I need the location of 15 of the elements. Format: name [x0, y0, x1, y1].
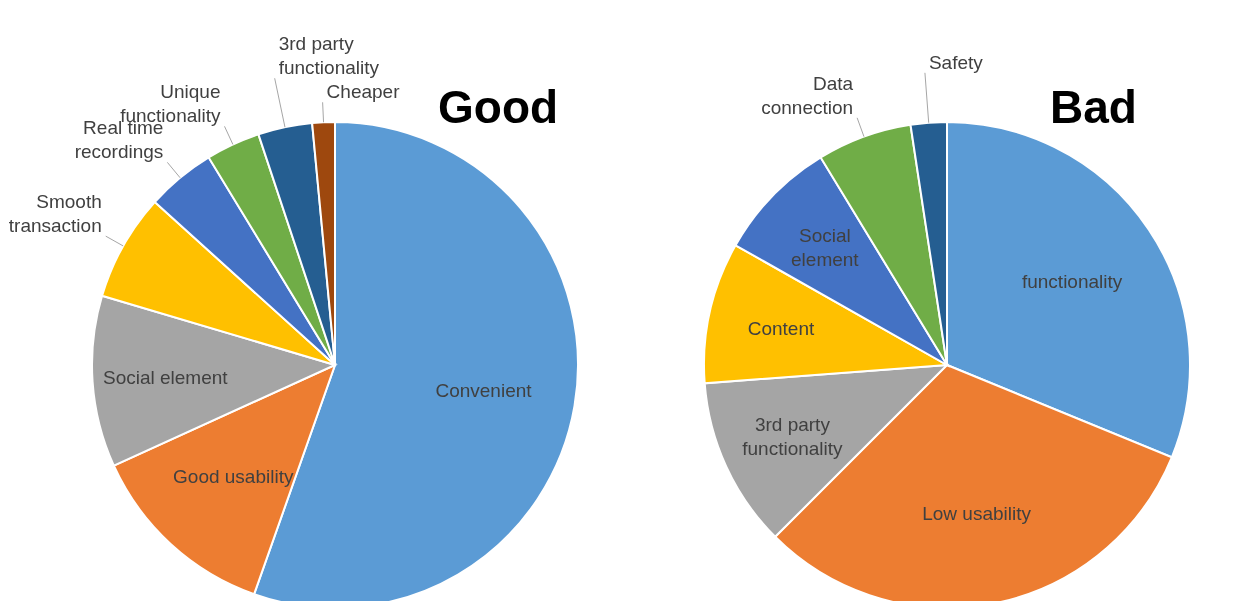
- slice-label: Low usability: [922, 502, 1032, 524]
- slice-label: Safety: [928, 51, 984, 73]
- slice-label: Smooth transaction: [8, 191, 102, 237]
- slice-label: 3rd party functionality: [742, 413, 844, 459]
- slice-label: 3rd party functionality: [278, 33, 380, 79]
- text: Good: [438, 80, 559, 134]
- slice-label: Content: [747, 317, 815, 339]
- slice-label: Cheaper: [326, 81, 401, 103]
- slice-label: Social element: [102, 366, 229, 388]
- text: Bad: [1050, 80, 1137, 134]
- slice-label: Good usability: [173, 465, 294, 487]
- slice-label: Social element: [791, 224, 860, 270]
- slice-label: functionality: [1021, 270, 1123, 292]
- slice-label: Convenient: [435, 379, 533, 401]
- slice-label: Data connection: [761, 72, 854, 118]
